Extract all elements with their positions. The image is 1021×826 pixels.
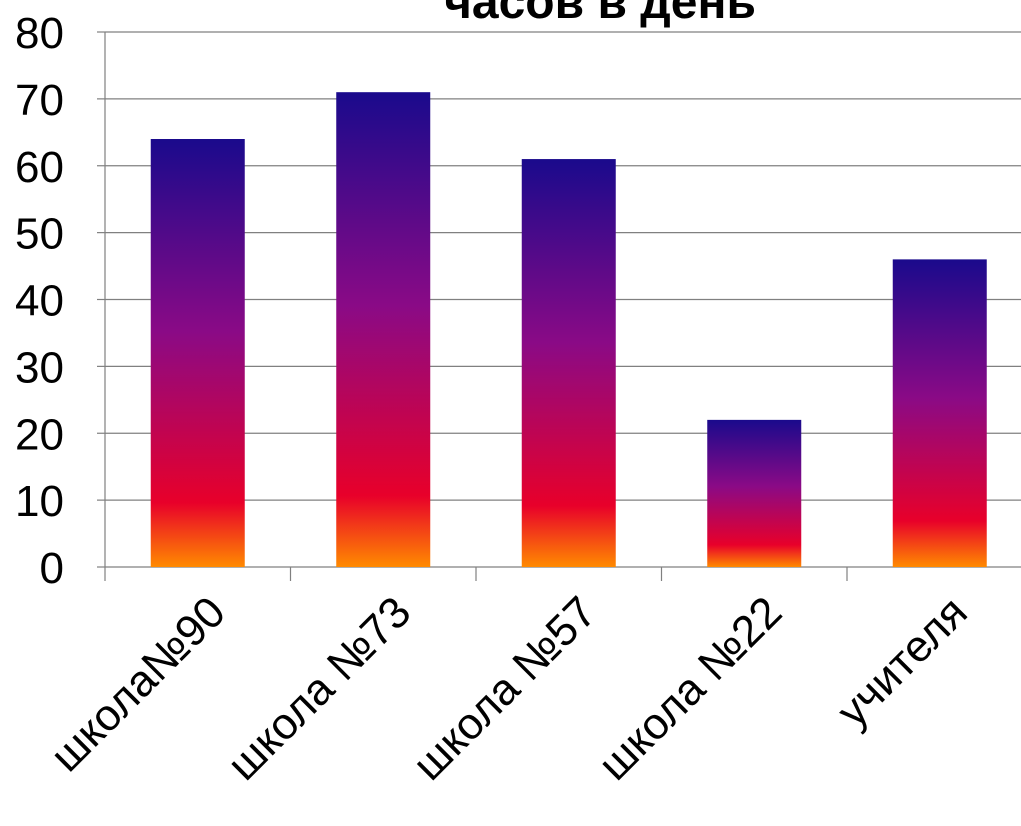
bar — [150, 139, 245, 567]
y-tick-label: 70 — [15, 76, 64, 125]
y-tick-label: 10 — [15, 477, 64, 526]
x-tick-label: школа №57 — [404, 587, 606, 789]
bar — [336, 92, 431, 567]
x-tick-label: школа№90 — [41, 587, 235, 781]
chart-title: часов в день — [444, 0, 756, 29]
y-tick-labels: 0 10 20 30 40 50 60 70 80 — [15, 9, 64, 593]
bar — [892, 259, 987, 567]
x-tick-label: учителя — [828, 587, 977, 736]
x-tick-label: школа №22 — [589, 587, 791, 789]
y-tick-label: 30 — [15, 343, 64, 392]
bar — [707, 419, 802, 567]
y-tick-label: 80 — [15, 9, 64, 58]
y-tick-label: 40 — [15, 277, 64, 326]
y-tick-label: 50 — [15, 210, 64, 259]
y-tick-label: 0 — [40, 544, 64, 593]
y-tick-label: 20 — [15, 410, 64, 459]
bars — [150, 92, 987, 567]
bar — [521, 159, 616, 567]
y-tick-label: 60 — [15, 143, 64, 192]
x-tick-label: школа №73 — [218, 587, 420, 789]
